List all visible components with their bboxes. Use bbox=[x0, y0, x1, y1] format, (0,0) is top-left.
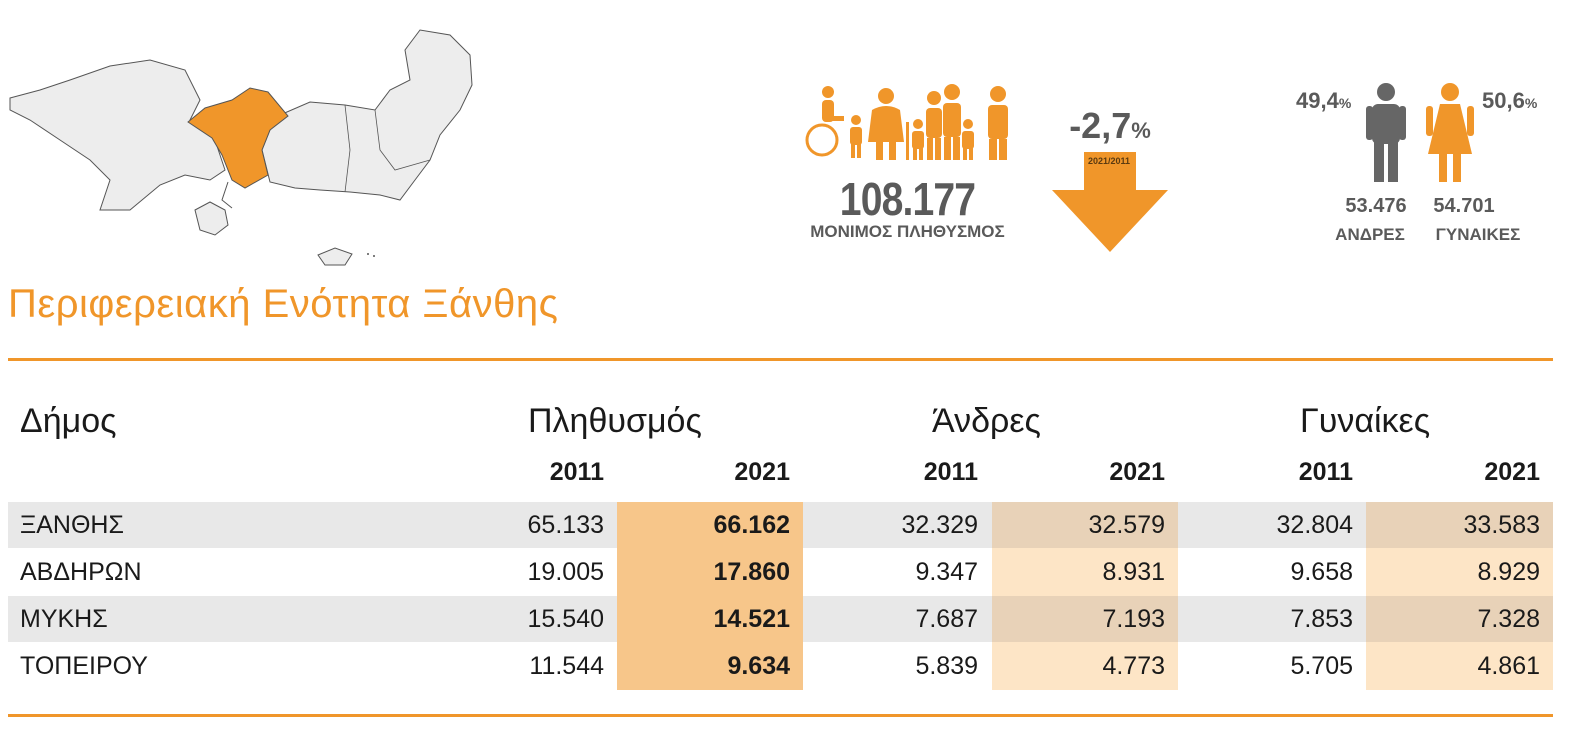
page-title: Περιφερειακή Ενότητα Ξάνθης bbox=[8, 282, 559, 326]
header-men: Άνδρες bbox=[932, 402, 1041, 440]
pop-2011: 19.005 bbox=[527, 558, 604, 586]
men-2021: 32.579 bbox=[1088, 511, 1165, 539]
map-island-south bbox=[317, 247, 353, 266]
year-women-2021: 2021 bbox=[1484, 458, 1540, 486]
male-percentage: 49,4% bbox=[1296, 88, 1351, 114]
female-pct-value: 50,6 bbox=[1482, 88, 1525, 113]
men-2021: 7.193 bbox=[1102, 605, 1165, 633]
map-neighbor-east bbox=[261, 29, 473, 201]
female-label: ΓΥΝΑΙΚΕΣ bbox=[1435, 225, 1521, 244]
male-pct-unit: % bbox=[1338, 95, 1352, 111]
divider-bottom bbox=[8, 714, 1553, 717]
men-2011: 9.347 bbox=[915, 558, 978, 586]
pop-2021: 9.634 bbox=[727, 652, 790, 680]
men-2021: 4.773 bbox=[1102, 652, 1165, 680]
table-row: ΜΥΚΗΣ 15.540 14.521 7.687 7.193 7.853 7.… bbox=[8, 596, 1553, 642]
women-2021: 8.929 bbox=[1477, 558, 1540, 586]
men-2011: 5.839 bbox=[915, 652, 978, 680]
pop-2011: 11.544 bbox=[529, 652, 604, 680]
men-2011: 7.687 bbox=[915, 605, 978, 633]
year-men-2011: 2011 bbox=[923, 458, 978, 486]
women-2021: 33.583 bbox=[1463, 511, 1540, 539]
municipality-name: ΜΥΚΗΣ bbox=[20, 605, 108, 633]
map-xanthi-highlight bbox=[187, 87, 289, 189]
men-2011: 32.329 bbox=[901, 511, 978, 539]
male-pct-value: 49,4 bbox=[1296, 88, 1339, 113]
change-value: -2,7 bbox=[1069, 105, 1132, 146]
header-municipality: Δήμος bbox=[20, 402, 117, 440]
year-women-2011: 2011 bbox=[1298, 458, 1353, 486]
municipality-name: ΤΟΠΕΙΡΟΥ bbox=[20, 652, 148, 680]
female-icon bbox=[1426, 83, 1474, 182]
male-icon bbox=[1366, 83, 1406, 182]
change-period: 2021/2011 bbox=[1087, 156, 1131, 166]
population-change: -2,7% bbox=[1055, 105, 1165, 147]
women-2021: 7.328 bbox=[1477, 605, 1540, 633]
map-neighbor-west bbox=[9, 59, 226, 211]
map-island-west bbox=[194, 201, 229, 236]
region-map bbox=[9, 29, 473, 266]
female-percentage: 50,6% bbox=[1482, 88, 1537, 114]
women-2011: 5.705 bbox=[1290, 652, 1353, 680]
year-pop-2011: 2011 bbox=[549, 458, 604, 486]
men-2021: 8.931 bbox=[1102, 558, 1165, 586]
down-arrow-icon bbox=[1052, 152, 1168, 252]
map-cape bbox=[221, 181, 233, 209]
population-people-icon bbox=[805, 84, 1008, 160]
year-men-2021: 2021 bbox=[1109, 458, 1165, 486]
pop-2021: 66.162 bbox=[713, 511, 790, 539]
highlight-women-shade-1 bbox=[1366, 502, 1553, 548]
population-total: 108.177 bbox=[839, 173, 976, 225]
male-label: ΑΝΔΡΕΣ bbox=[1335, 225, 1405, 244]
pop-2011: 65.133 bbox=[527, 511, 604, 539]
table-row: ΤΟΠΕΙΡΟΥ 11.544 9.634 5.839 4.773 5.705 … bbox=[8, 643, 1553, 689]
divider-top bbox=[8, 358, 1553, 361]
pop-2011: 15.540 bbox=[527, 605, 604, 633]
female-count: 54.701 bbox=[1433, 195, 1495, 217]
women-2021: 4.861 bbox=[1477, 652, 1540, 680]
header-population: Πληθυσμός bbox=[528, 402, 702, 440]
women-2011: 32.804 bbox=[1276, 511, 1353, 539]
pop-2021: 14.521 bbox=[713, 605, 790, 633]
female-pct-unit: % bbox=[1524, 95, 1538, 111]
highlight-men-shade-3 bbox=[992, 596, 1178, 642]
highlight-women-shade-3 bbox=[1366, 596, 1553, 642]
table-row: ΞΑΝΘΗΣ 65.133 66.162 32.329 32.579 32.80… bbox=[8, 502, 1553, 548]
municipality-name: ΑΒΔΗΡΩΝ bbox=[20, 558, 142, 586]
year-pop-2021: 2021 bbox=[734, 458, 790, 486]
women-2011: 9.658 bbox=[1290, 558, 1353, 586]
change-unit: % bbox=[1131, 118, 1151, 143]
male-count: 53.476 bbox=[1345, 195, 1407, 217]
women-2011: 7.853 bbox=[1290, 605, 1353, 633]
highlight-men-shade-1 bbox=[992, 502, 1178, 548]
pop-2021: 17.860 bbox=[713, 558, 790, 586]
header-women: Γυναίκες bbox=[1300, 402, 1431, 440]
population-label: ΜΟΝΙΜΟΣ ΠΛΗΘΥΣΜΟΣ bbox=[810, 222, 1005, 241]
highlight-pop-2021 bbox=[617, 502, 803, 690]
municipality-name: ΞΑΝΘΗΣ bbox=[20, 511, 124, 539]
table-row: ΑΒΔΗΡΩΝ 19.005 17.860 9.347 8.931 9.658 … bbox=[8, 549, 1553, 595]
